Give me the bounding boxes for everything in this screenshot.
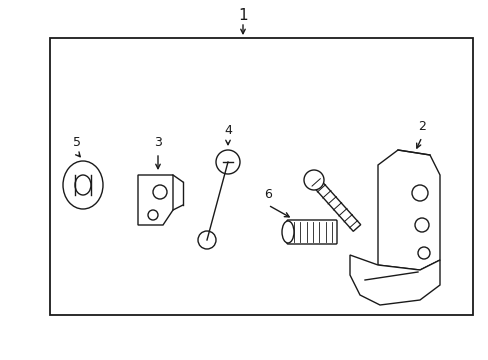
Text: 1: 1 bbox=[238, 8, 247, 22]
Ellipse shape bbox=[63, 161, 103, 209]
Text: 2: 2 bbox=[417, 120, 425, 132]
Circle shape bbox=[198, 231, 216, 249]
Circle shape bbox=[304, 170, 324, 190]
Circle shape bbox=[414, 218, 428, 232]
Polygon shape bbox=[310, 177, 360, 231]
Polygon shape bbox=[377, 150, 439, 270]
Circle shape bbox=[216, 150, 240, 174]
Text: 4: 4 bbox=[224, 123, 231, 136]
Text: 6: 6 bbox=[264, 189, 271, 202]
Ellipse shape bbox=[75, 175, 91, 195]
Polygon shape bbox=[138, 175, 173, 225]
Circle shape bbox=[153, 185, 167, 199]
FancyBboxPatch shape bbox=[286, 220, 336, 244]
Circle shape bbox=[417, 247, 429, 259]
Circle shape bbox=[148, 210, 158, 220]
Ellipse shape bbox=[282, 221, 293, 243]
Bar bbox=[50, 38, 472, 315]
Polygon shape bbox=[349, 255, 439, 305]
Text: 3: 3 bbox=[154, 136, 162, 149]
Circle shape bbox=[411, 185, 427, 201]
Text: 5: 5 bbox=[73, 136, 81, 149]
